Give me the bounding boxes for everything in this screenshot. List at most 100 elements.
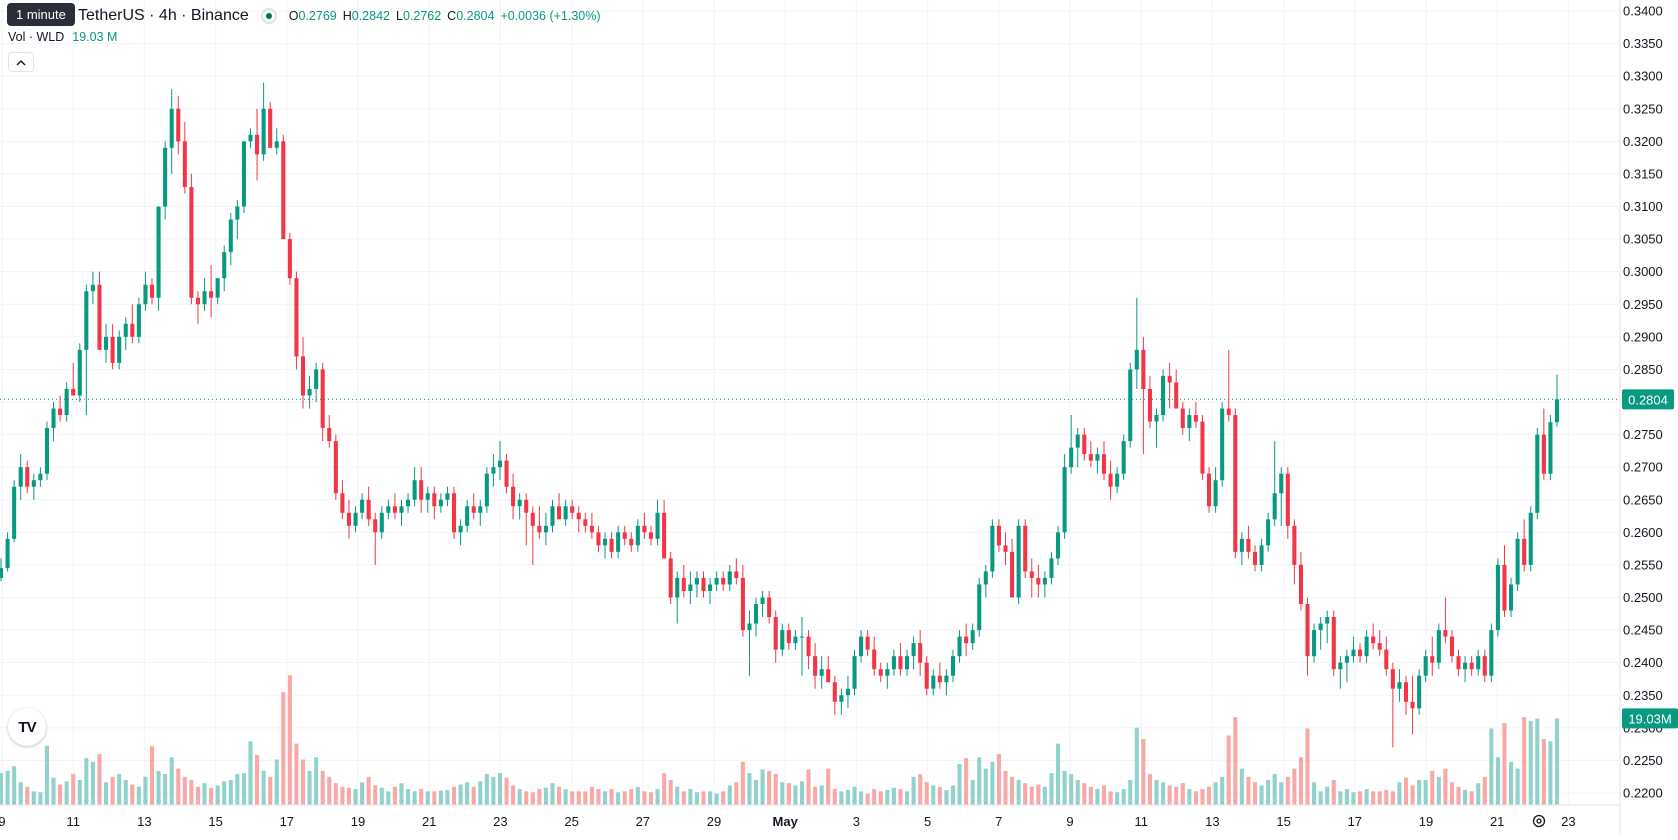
candle-body (386, 506, 391, 513)
candle-body (609, 538, 614, 552)
volume-label[interactable]: Vol · WLD (8, 30, 65, 44)
volume-bar (1115, 792, 1120, 805)
candle-body (287, 239, 292, 279)
candle-body (1016, 525, 1021, 598)
volume-bar (478, 781, 483, 805)
volume-bar (64, 781, 69, 805)
volume-bar (110, 776, 115, 805)
volume-bar (767, 770, 772, 805)
volume-bar (950, 785, 956, 805)
candle-body (451, 493, 457, 533)
candle-body (826, 669, 831, 683)
volume-bar (1331, 779, 1336, 805)
candle-body (668, 558, 673, 598)
candle-body (84, 291, 89, 350)
volume-bar (156, 770, 161, 805)
candle-body (1049, 558, 1054, 578)
volume-bar (1554, 718, 1560, 805)
candle-body (642, 525, 647, 533)
x-tick-label: 9 (1066, 814, 1073, 829)
volume-bar (1055, 743, 1061, 805)
volume-bar (983, 768, 988, 805)
volume-bar (1449, 782, 1454, 805)
candle-body (1266, 519, 1271, 546)
volume-bar (596, 789, 601, 805)
candle-body (904, 656, 910, 670)
volume-bar (793, 785, 798, 805)
candle-body (1029, 571, 1034, 578)
volume-bar (714, 793, 719, 805)
volume-bar (570, 791, 575, 805)
candle-body (655, 512, 660, 539)
candle-body (169, 108, 174, 148)
volume-bar (58, 784, 63, 805)
collapse-legend-button[interactable] (8, 52, 34, 72)
volume-bar (1515, 768, 1520, 805)
x-tick-label: 9 (0, 814, 6, 829)
volume-bar (228, 779, 233, 805)
volume-bar (314, 757, 319, 805)
volume-bar (904, 791, 910, 805)
volume-bar (872, 789, 877, 805)
gear-icon[interactable] (1528, 810, 1550, 832)
market-status-icon[interactable] (260, 8, 277, 24)
candle-body (176, 108, 181, 142)
volume-badge-label: 19.03M (1628, 711, 1671, 726)
x-tick-label: 27 (636, 814, 650, 829)
candle-body (222, 252, 227, 279)
candle-body (1351, 649, 1356, 657)
volume-bar (576, 791, 581, 805)
volume-bar (268, 776, 273, 805)
candle-body (1541, 434, 1546, 474)
volume-bar (832, 789, 837, 805)
candle-body (261, 108, 266, 155)
candle-body (209, 291, 214, 298)
volume-bar (1528, 720, 1533, 805)
candle-body (1161, 375, 1166, 416)
volume-bar (438, 790, 443, 805)
candle-body (1147, 388, 1152, 422)
candle-body (589, 525, 594, 533)
candle-body (327, 428, 332, 442)
candle-body (419, 480, 424, 500)
volume-bar (918, 774, 923, 805)
volume-bar (878, 791, 883, 805)
volume-bar (1069, 774, 1074, 805)
candle-body (616, 532, 621, 552)
candle-body (557, 506, 562, 520)
candle-body (845, 688, 850, 696)
candle-body (97, 284, 102, 350)
volume-bar (491, 776, 496, 805)
candle-body (708, 584, 713, 591)
candle-body (458, 525, 463, 533)
volume-bar (360, 782, 365, 805)
candle-body (911, 643, 916, 657)
volume-bar (1088, 786, 1093, 805)
tradingview-logo-icon[interactable]: TV (8, 708, 46, 746)
volume-bar (215, 785, 220, 805)
volume-bar (149, 746, 155, 805)
volume-bar (543, 787, 548, 805)
candle-body (1476, 656, 1481, 670)
volume-bar (583, 791, 588, 805)
candle-body (701, 577, 706, 591)
volume-bar (780, 782, 785, 805)
volume-bar (1233, 717, 1238, 805)
candle-body (1193, 415, 1198, 422)
candle-body (786, 630, 791, 644)
interval-tooltip: 1 minute (7, 3, 75, 26)
symbol-title[interactable]: TetherUS · 4h · Binance (78, 7, 249, 24)
candle-body (44, 428, 49, 474)
volume-bar (497, 773, 503, 805)
candle-body (511, 486, 516, 507)
y-tick-label: 0.2900 (1623, 329, 1663, 344)
volume-bar (432, 791, 437, 805)
candle-body (1489, 630, 1494, 676)
candle-body (31, 480, 36, 487)
volume-bar (786, 783, 791, 805)
volume-bar (287, 675, 292, 805)
volume-bar (1003, 770, 1008, 805)
x-tick-label: 17 (1348, 814, 1362, 829)
candle-body (5, 538, 10, 569)
